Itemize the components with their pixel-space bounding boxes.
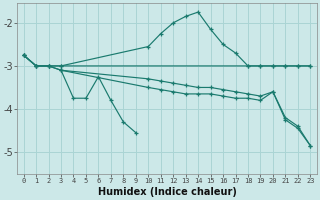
X-axis label: Humidex (Indice chaleur): Humidex (Indice chaleur) — [98, 187, 236, 197]
